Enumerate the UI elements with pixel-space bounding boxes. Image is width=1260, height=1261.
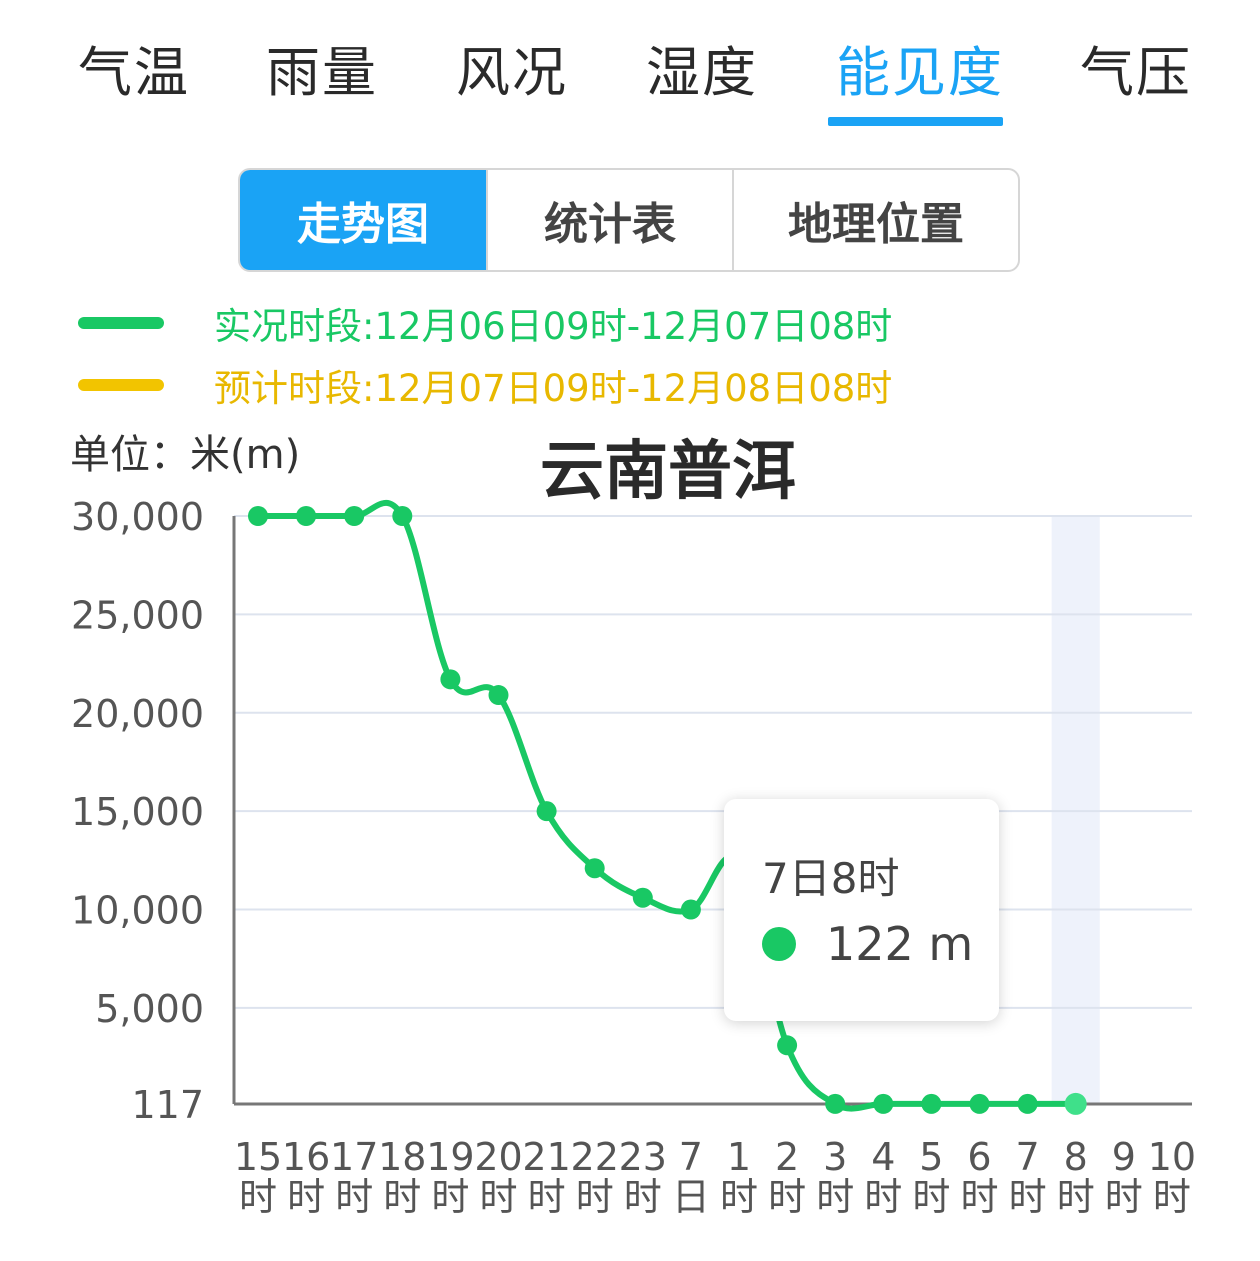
data-point	[921, 1093, 942, 1114]
stats-table-button[interactable]: 统计表	[486, 170, 732, 270]
data-point	[296, 506, 317, 526]
data-point	[1064, 1092, 1087, 1115]
chart-title: 云南普洱	[540, 435, 796, 509]
y-tick-label: 117	[131, 1083, 204, 1127]
tooltip-value: 122 m	[826, 917, 974, 971]
y-tick-label: 10,000	[71, 889, 204, 933]
data-point	[584, 858, 605, 879]
observed-period-label: 实况时段:12月06日09时-12月07日08时	[214, 305, 893, 348]
trend-chart-button[interactable]: 走势图	[240, 170, 486, 270]
unit-label: 单位：米(m)	[70, 432, 301, 478]
x-tick-label: 15	[234, 1135, 282, 1179]
data-point	[969, 1093, 990, 1114]
x-tick-label: 时	[431, 1175, 469, 1219]
x-tick-label: 7	[679, 1135, 703, 1179]
x-tick-label: 时	[816, 1175, 854, 1219]
data-point	[1017, 1093, 1038, 1114]
data-point	[392, 506, 413, 526]
view-switch: 走势图 统计表 地理位置	[238, 168, 1020, 272]
x-tick-label: 时	[1009, 1175, 1047, 1219]
data-point	[680, 899, 701, 920]
data-point	[536, 801, 557, 822]
x-tick-label: 日	[672, 1175, 710, 1219]
x-tick-label: 时	[239, 1175, 277, 1219]
x-tick-label: 21	[522, 1135, 570, 1179]
x-tick-label: 时	[912, 1175, 950, 1219]
x-tick-label: 4	[871, 1135, 895, 1179]
x-tick-label: 时	[720, 1175, 758, 1219]
data-point	[873, 1093, 894, 1114]
x-tick-label: 时	[1153, 1175, 1191, 1219]
x-tick-label: 1	[727, 1135, 751, 1179]
legend-forecast: 预计时段:12月07日09时-12月08日08时	[78, 360, 892, 410]
forecast-period-label: 预计时段:12月07日09时-12月08日08时	[214, 367, 893, 410]
element-tabs: 气温 雨量 风况 湿度 能见度 气压	[0, 0, 1260, 130]
x-tick-label: 时	[528, 1175, 566, 1219]
x-tick-label: 时	[960, 1175, 998, 1219]
data-point	[440, 669, 461, 690]
y-tick-label: 15,000	[71, 790, 204, 834]
x-tick-label: 时	[383, 1175, 421, 1219]
x-tick-label: 19	[426, 1135, 474, 1179]
data-point	[825, 1093, 846, 1114]
x-tick-label: 18	[378, 1135, 426, 1179]
tab-temperature[interactable]: 气温	[78, 41, 190, 104]
x-tick-label: 7	[1016, 1135, 1040, 1179]
tab-rainfall[interactable]: 雨量	[266, 41, 378, 104]
legend-observed: 实况时段:12月06日09时-12月07日08时	[78, 298, 892, 348]
x-tick-label: 6	[967, 1135, 991, 1179]
x-tick-label: 时	[768, 1175, 806, 1219]
x-tick-label: 时	[1057, 1175, 1095, 1219]
y-tick-label: 25,000	[71, 593, 204, 637]
x-tick-label: 时	[335, 1175, 373, 1219]
tooltip-title: 7日8时	[762, 854, 900, 903]
x-tick-label: 23	[619, 1135, 667, 1179]
tab-humidity[interactable]: 湿度	[646, 41, 758, 104]
data-point	[248, 506, 268, 526]
x-tick-label: 17	[330, 1135, 378, 1179]
data-point	[777, 1035, 798, 1056]
x-tick-label: 22	[571, 1135, 619, 1179]
data-point	[632, 887, 653, 908]
x-tick-label: 时	[864, 1175, 902, 1219]
tooltip-dot-icon	[762, 927, 796, 961]
data-point	[488, 685, 509, 706]
x-tick-label: 时	[576, 1175, 614, 1219]
x-tick-label: 时	[479, 1175, 517, 1219]
x-tick-label: 时	[624, 1175, 662, 1219]
x-tick-label: 10	[1148, 1135, 1196, 1179]
y-tick-label: 30,000	[71, 495, 204, 539]
tab-wind[interactable]: 风况	[456, 41, 568, 104]
x-tick-label: 时	[1105, 1175, 1143, 1219]
tab-pressure[interactable]: 气压	[1080, 41, 1192, 104]
observed-swatch	[78, 317, 164, 329]
x-tick-label: 3	[823, 1135, 847, 1179]
x-tick-label: 16	[282, 1135, 330, 1179]
x-tick-label: 时	[287, 1175, 325, 1219]
geo-location-button[interactable]: 地理位置	[732, 170, 1018, 270]
x-tick-label: 5	[919, 1135, 943, 1179]
y-tick-label: 5,000	[95, 987, 204, 1031]
x-tick-label: 2	[775, 1135, 799, 1179]
data-point	[344, 506, 365, 526]
data-tooltip: 7日8时 122 m	[724, 799, 999, 1021]
x-tick-label: 20	[474, 1135, 522, 1179]
forecast-swatch	[78, 379, 164, 391]
active-tab-indicator	[828, 117, 1003, 126]
x-tick-label: 9	[1112, 1135, 1136, 1179]
highlight-band	[1051, 516, 1100, 1104]
y-tick-label: 20,000	[71, 692, 204, 736]
x-tick-label: 8	[1064, 1135, 1088, 1179]
tab-visibility[interactable]: 能见度	[836, 41, 1004, 104]
